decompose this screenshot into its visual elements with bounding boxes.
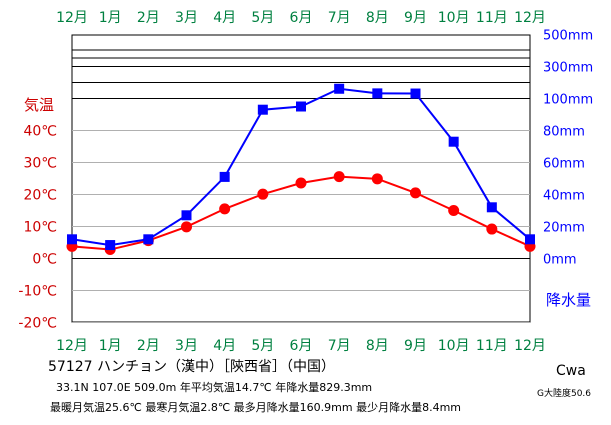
precip-axis-label: 降水量: [546, 291, 591, 309]
extremes-line: 最暖月気温25.6℃ 最寒月気温2.8℃ 最多月降水量160.9mm 最少月降水…: [50, 401, 462, 414]
precipitation-point: [372, 88, 383, 99]
temperature-point: [219, 203, 231, 215]
temp-axis-label: 気温: [24, 96, 54, 114]
month-label-bottom: 10月: [438, 338, 470, 354]
temp-tick-label: 10℃: [23, 220, 57, 236]
temp-tick-label: 30℃: [23, 156, 57, 172]
month-label-top: 11月: [476, 10, 508, 26]
precipitation-point: [525, 234, 535, 245]
month-label-bottom: 8月: [366, 338, 389, 354]
coords-line: 33.1N 107.0E 509.0m 年平均気温14.7℃ 年降水量829.3…: [56, 381, 373, 394]
temperature-point: [257, 188, 269, 200]
precipitation-point: [486, 202, 497, 213]
month-label-bottom: 4月: [213, 338, 236, 354]
temp-tick-label: 20℃: [23, 188, 57, 204]
precip-tick-label: 60mm: [543, 157, 585, 172]
month-label-top: 1月: [99, 10, 122, 26]
temp-tick-label: -20℃: [18, 316, 57, 332]
month-label-bottom: 12月: [514, 338, 546, 354]
month-label-bottom: 9月: [404, 338, 427, 354]
precipitation-line: [71, 87, 531, 247]
month-label-bottom: 1月: [99, 338, 122, 354]
temperature-point: [371, 173, 383, 185]
precipitation-point: [67, 234, 77, 245]
month-label-top: 4月: [213, 10, 236, 26]
precip-tick-label: 20mm: [543, 221, 585, 236]
month-label-top: 12月: [514, 10, 546, 26]
precip-tick-label: 0mm: [543, 253, 577, 268]
precipitation-point: [448, 136, 459, 147]
month-label-top: 8月: [366, 10, 389, 26]
month-label-top: 10月: [438, 10, 470, 26]
climate-class: Cwa: [556, 363, 586, 379]
month-label-top: 6月: [290, 10, 313, 26]
month-label-top: 9月: [404, 10, 427, 26]
temperature-point: [410, 187, 421, 199]
month-label-top: 5月: [251, 10, 274, 26]
month-label-bottom: 6月: [290, 338, 313, 354]
precip-tick-label: 40mm: [543, 189, 585, 204]
precipitation-point: [143, 234, 154, 245]
continentality: G大陸度50.6: [537, 389, 592, 399]
month-label-top: 2月: [137, 10, 160, 26]
month-label-bottom: 12月: [56, 338, 88, 354]
month-label-top: 12月: [56, 10, 88, 26]
precipitation-point: [257, 104, 268, 115]
temp-tick-label: 0℃: [32, 252, 57, 268]
precip-tick-label: 500mm: [543, 29, 593, 44]
precipitation-point: [410, 88, 421, 99]
temperature-point: [333, 171, 345, 183]
precipitation-point: [105, 240, 116, 251]
precip-tick-label: 80mm: [543, 125, 585, 140]
precip-tick-label: 300mm: [543, 61, 593, 76]
month-label-top: 3月: [175, 10, 198, 26]
precipitation-point: [296, 101, 306, 112]
month-label-bottom: 11月: [476, 338, 508, 354]
temperature-point: [295, 177, 307, 189]
month-label-bottom: 7月: [328, 338, 351, 354]
station-line: 57127 ハンチョン（漢中）［陝西省］（中国）: [48, 359, 335, 375]
precip-tick-label: 100mm: [543, 93, 593, 108]
month-label-bottom: 2月: [137, 338, 160, 354]
month-label-bottom: 5月: [251, 338, 274, 354]
temperature-point: [486, 223, 498, 235]
month-label-top: 7月: [328, 10, 351, 26]
month-label-bottom: 3月: [175, 338, 198, 354]
precipitation-point: [219, 171, 230, 182]
temp-tick-label: 40℃: [23, 124, 57, 140]
precipitation-point: [334, 83, 345, 94]
temp-tick-label: -10℃: [18, 284, 57, 300]
temperature-point: [448, 205, 460, 216]
temperature-point: [181, 221, 192, 233]
precipitation-point: [181, 210, 192, 221]
